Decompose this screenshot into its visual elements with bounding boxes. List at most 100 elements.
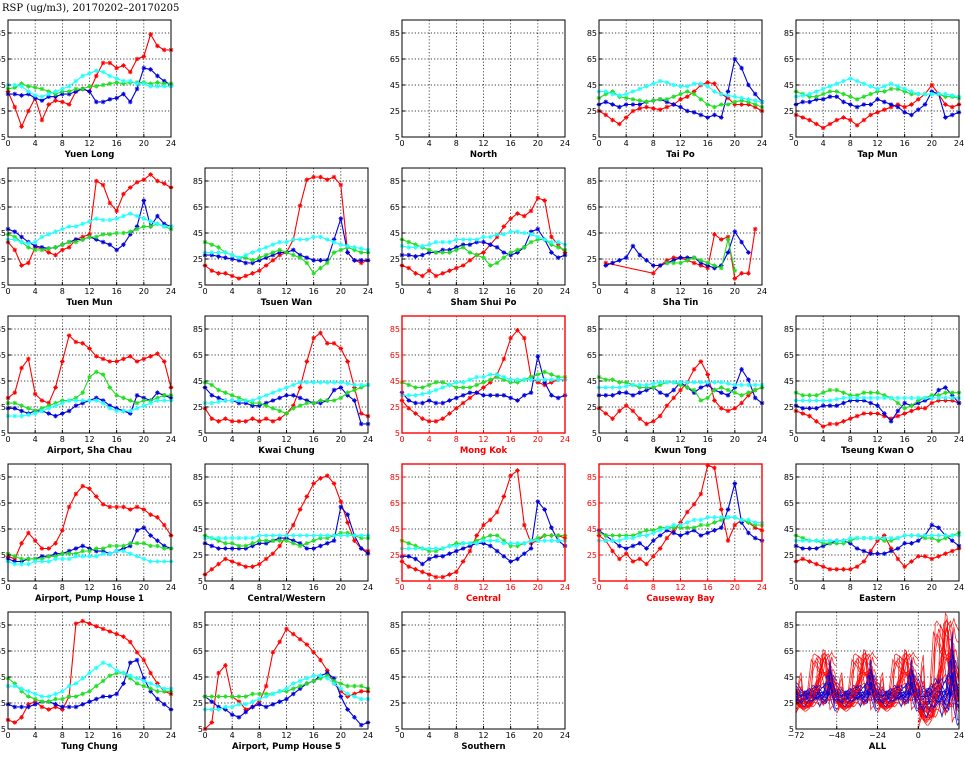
data-point — [454, 245, 459, 250]
y-tick-label: 5 — [395, 725, 400, 734]
x-tick-label: −24 — [869, 731, 886, 740]
data-point — [881, 393, 887, 398]
data-point — [53, 252, 58, 258]
data-point — [223, 250, 228, 255]
data-point — [331, 387, 337, 393]
data-point — [304, 533, 310, 538]
data-point — [820, 125, 826, 131]
data-point — [501, 356, 507, 362]
data-point — [243, 400, 249, 406]
data-point — [80, 234, 86, 240]
x-tick-label: 12 — [675, 287, 685, 296]
x-tick-label: 16 — [112, 731, 122, 740]
data-point — [60, 689, 65, 694]
y-tick-label: 85 — [587, 325, 597, 334]
data-point — [487, 517, 493, 523]
data-point — [107, 504, 113, 510]
data-point — [902, 564, 907, 569]
data-point — [800, 93, 806, 98]
data-point — [60, 551, 65, 556]
data-point — [922, 535, 928, 541]
data-point — [155, 515, 160, 520]
data-point — [324, 541, 330, 546]
x-tick-label: 8 — [257, 435, 262, 444]
data-point — [318, 174, 323, 180]
data-point — [521, 213, 527, 219]
data-point — [854, 123, 860, 128]
data-point — [236, 419, 242, 424]
data-point — [318, 234, 323, 240]
data-point — [297, 678, 303, 684]
y-tick-label: 65 — [193, 203, 203, 212]
data-point — [141, 398, 147, 403]
data-point — [277, 387, 283, 393]
data-point — [141, 676, 147, 681]
x-tick-label: 20 — [533, 435, 543, 444]
y-tick-label: 25 — [390, 699, 400, 708]
data-point — [447, 411, 452, 416]
data-point — [752, 522, 758, 528]
data-point — [284, 689, 289, 694]
data-point — [53, 541, 58, 546]
data-point — [413, 393, 418, 398]
data-point — [481, 234, 486, 240]
x-tick-label: 8 — [60, 139, 65, 148]
data-point — [32, 699, 38, 704]
data-point — [107, 242, 113, 247]
x-tick-label: 24 — [757, 287, 767, 296]
composite-line — [877, 669, 919, 705]
data-point — [705, 522, 710, 528]
data-point — [134, 650, 140, 655]
data-point — [406, 245, 412, 250]
data-point — [155, 73, 160, 79]
data-point — [678, 380, 683, 385]
x-tick-label: 0 — [5, 583, 10, 592]
y-tick-label: 65 — [784, 55, 794, 64]
data-point — [909, 395, 914, 401]
x-tick-label: 0 — [399, 435, 404, 444]
data-point — [127, 78, 133, 84]
data-point — [93, 665, 99, 671]
data-point — [603, 99, 609, 105]
data-point — [447, 543, 452, 549]
data-point — [73, 78, 79, 84]
data-point — [331, 538, 337, 543]
x-tick-label: 16 — [703, 583, 713, 592]
data-point — [121, 63, 126, 68]
data-point — [705, 395, 710, 401]
data-point — [420, 391, 425, 397]
data-point — [73, 546, 79, 551]
data-point — [943, 533, 948, 538]
data-point — [66, 694, 72, 699]
data-point — [487, 538, 493, 543]
x-tick-label: 12 — [675, 435, 685, 444]
data-point — [732, 268, 738, 273]
data-point — [19, 686, 24, 691]
data-point — [250, 699, 255, 704]
data-point — [915, 400, 921, 406]
data-point — [922, 406, 928, 411]
data-point — [284, 538, 289, 543]
data-point — [155, 538, 160, 543]
data-point — [290, 522, 296, 528]
data-point — [501, 377, 507, 382]
x-tick-label: 24 — [166, 583, 176, 592]
data-point — [943, 102, 948, 107]
data-point — [263, 538, 269, 543]
y-tick-label: 85 — [390, 325, 400, 334]
data-point — [657, 390, 663, 395]
data-point — [413, 567, 418, 572]
data-point — [494, 372, 500, 377]
data-point — [73, 339, 79, 345]
data-point — [888, 81, 894, 86]
data-point — [155, 221, 160, 227]
data-point — [725, 387, 731, 393]
data-point — [209, 567, 215, 572]
data-point — [725, 95, 731, 101]
data-point — [134, 86, 140, 92]
data-point — [161, 702, 167, 707]
data-point — [141, 657, 147, 663]
data-point — [617, 121, 622, 127]
data-point — [467, 543, 473, 549]
data-point — [800, 406, 806, 411]
